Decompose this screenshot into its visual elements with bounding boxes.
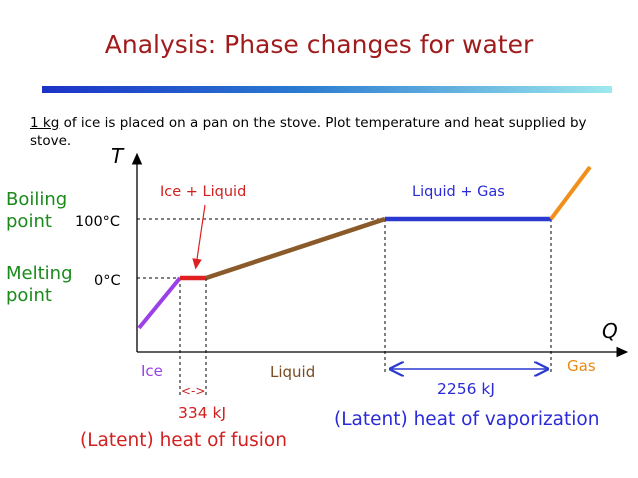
fusion-double-arrow: <-> [181, 384, 205, 398]
guide-lines [137, 218, 552, 398]
title-underline-bar [42, 86, 612, 93]
intro-text: of ice is placed on a pan on the stove. … [30, 115, 587, 149]
melting-label-line2: point [6, 285, 52, 306]
tick-0c: 0°C [94, 273, 121, 289]
label-liquid-region: Liquid [270, 363, 315, 381]
vaporization-energy-value: 2256 kJ [437, 380, 495, 398]
liquid-heating-segment [205, 216, 386, 281]
melting-label-line1: Melting [6, 263, 73, 284]
boiling-label-line2: point [6, 211, 52, 232]
intro-mass: 1 kg [30, 115, 60, 131]
ice-heating-segment [137, 276, 182, 330]
melting-point-label: Melting point [6, 263, 73, 307]
ice-liquid-pointer-arrow [192, 204, 206, 270]
label-liquid-plus-gas: Liquid + Gas [412, 184, 505, 200]
label-gas-region: Gas [567, 357, 596, 375]
y-axis-label: T [111, 144, 125, 168]
label-ice-plus-liquid: Ice + Liquid [160, 184, 246, 200]
gas-heating-segment [549, 165, 592, 221]
boiling-point-label: Boiling point [6, 189, 67, 233]
problem-statement: 1 kg of ice is placed on a pan on the st… [30, 114, 630, 150]
boiling-label-line1: Boiling [6, 189, 68, 210]
page-title: Analysis: Phase changes for water [104, 30, 534, 59]
tick-100c: 100°C [75, 214, 120, 230]
vaporization-caption: (Latent) heat of vaporization [334, 409, 599, 430]
x-axis-label: Q [602, 319, 618, 343]
label-ice-region: Ice [141, 362, 163, 380]
fusion-caption: (Latent) heat of fusion [80, 430, 287, 451]
fusion-energy-value: 334 kJ [178, 404, 226, 422]
